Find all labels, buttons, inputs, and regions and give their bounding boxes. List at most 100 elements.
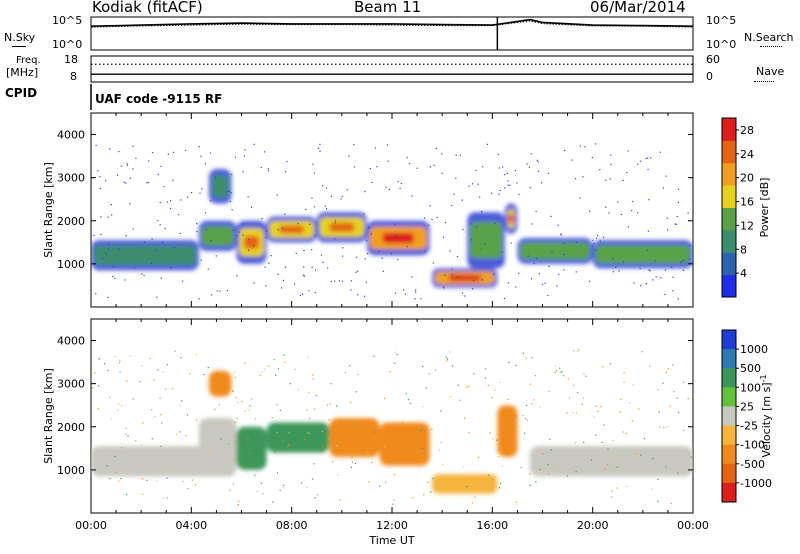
velocity-speck [182, 480, 184, 483]
power-speck [632, 200, 634, 203]
velocity-speck [611, 490, 613, 492]
velocity-speck [373, 431, 375, 433]
date-title: 06/Mar/2014 [590, 0, 686, 16]
power-speck [97, 170, 99, 172]
velocity-speck [658, 411, 660, 413]
power-speck [471, 288, 474, 290]
velocity-speck [107, 369, 109, 372]
velocity-speck [156, 480, 158, 482]
power-speck [647, 230, 649, 232]
power-speck [404, 293, 406, 295]
velocity-speck [496, 439, 498, 441]
power-speck [484, 243, 486, 245]
power-speck [297, 223, 299, 225]
power-speck [649, 270, 651, 272]
velocity-speck [135, 440, 137, 442]
velocity-colorbar-swatch [722, 387, 736, 407]
velocity-blobs [91, 370, 693, 494]
power-speck [399, 187, 401, 190]
power-speck [124, 279, 126, 281]
power-speck [364, 295, 366, 297]
power-region-core [244, 235, 260, 249]
power-speck [364, 258, 366, 260]
velocity-speck [247, 437, 249, 440]
power-speck [199, 192, 201, 194]
velocity-speck [149, 358, 151, 360]
velocity-speck [567, 378, 569, 380]
velocity-speck [667, 368, 669, 370]
velocity-speck [623, 381, 625, 383]
power-speck [666, 217, 668, 219]
power-speck [538, 273, 541, 275]
power-speck [102, 257, 104, 260]
power-speck [353, 143, 355, 146]
power-speck [411, 276, 413, 278]
power-speck [147, 181, 149, 184]
power-speck [342, 247, 344, 249]
velocity-speck [227, 443, 230, 445]
velocity-speck [628, 402, 631, 404]
velocity-speck [430, 491, 432, 493]
power-speck [135, 157, 137, 159]
power-speck [204, 212, 206, 214]
power-colorbar-swatch [722, 140, 736, 164]
velocity-speck [657, 388, 659, 391]
velocity-speck [308, 441, 310, 443]
power-colorbar-label: 28 [740, 124, 754, 137]
power-speck [112, 275, 114, 278]
power-speck [455, 154, 457, 156]
velocity-speck [600, 406, 602, 408]
velocity-speck [328, 419, 330, 421]
velocity-speck [297, 388, 300, 391]
velocity-speck [284, 361, 286, 363]
velocity-speck [127, 435, 129, 437]
power-speck [104, 252, 107, 254]
velocity-speck [657, 500, 659, 502]
velocity-speck [354, 462, 357, 465]
power-speck [396, 235, 398, 237]
velocity-speck [314, 408, 316, 410]
velocity-speck [244, 410, 246, 412]
velocity-speck [174, 350, 176, 352]
velocity-speck [652, 457, 654, 460]
velocity-speck [555, 370, 558, 372]
power-speck [471, 183, 474, 185]
power-colorbar: 4 8 12 16 20 24 28 Power [dB] [721, 117, 771, 298]
power-speck [309, 223, 311, 225]
velocity-speck [118, 403, 120, 405]
power-ytick-label: 1000 [57, 258, 85, 271]
power-speck [205, 228, 208, 231]
velocity-speck [235, 441, 237, 443]
velocity-speck [121, 446, 123, 449]
power-speck [397, 258, 399, 261]
power-speck [386, 144, 388, 146]
power-colorbar-label: 4 [740, 267, 747, 280]
power-speck [529, 187, 531, 189]
velocity-speck [195, 467, 197, 469]
velocity-speck [262, 493, 264, 495]
velocity-speck [275, 374, 277, 376]
freq-panel-frame [90, 55, 694, 83]
power-ylabel: Slant Range [km] [42, 162, 55, 258]
velocity-speck [651, 488, 653, 490]
power-speck [366, 253, 369, 255]
velocity-speck [207, 451, 209, 453]
velocity-speck [409, 402, 411, 404]
power-speck [394, 292, 396, 294]
velocity-speck [687, 398, 689, 400]
power-speck [182, 280, 184, 282]
power-colorbar-label: 8 [740, 243, 747, 256]
power-speck [676, 215, 678, 218]
velocity-colorbar-label: 25 [740, 400, 754, 413]
velocity-speck [578, 349, 580, 351]
power-speck [265, 285, 267, 287]
velocity-speck [677, 472, 679, 474]
velocity-speck [609, 363, 611, 365]
velocity-speck [623, 371, 625, 374]
noise-tick-right-high: 10^5 [706, 14, 737, 27]
velocity-speck [566, 412, 568, 414]
power-speck [640, 285, 642, 287]
power-speck [610, 163, 612, 166]
power-speck [159, 201, 161, 204]
velocity-speck [98, 385, 100, 387]
